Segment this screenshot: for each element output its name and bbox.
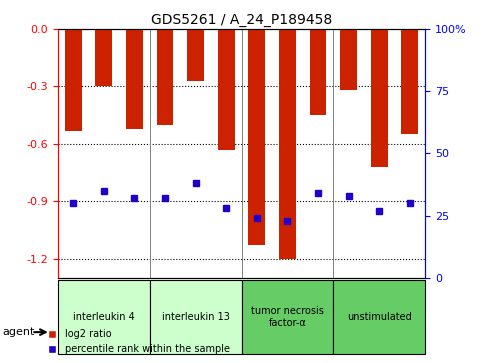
Title: GDS5261 / A_24_P189458: GDS5261 / A_24_P189458 [151, 13, 332, 26]
Bar [310, 29, 327, 115]
Text: unstimulated: unstimulated [347, 312, 412, 322]
Text: interleukin 4: interleukin 4 [73, 312, 135, 322]
Bar [96, 29, 112, 86]
Bar [126, 29, 143, 129]
Bar [279, 29, 296, 259]
Bar [401, 29, 418, 134]
Bar [371, 29, 387, 167]
FancyBboxPatch shape [333, 280, 425, 354]
Text: interleukin 13: interleukin 13 [162, 312, 229, 322]
Bar [340, 29, 357, 90]
FancyBboxPatch shape [242, 280, 333, 354]
Bar [218, 29, 235, 150]
Bar [65, 29, 82, 131]
Text: tumor necrosis
factor-α: tumor necrosis factor-α [251, 306, 324, 328]
FancyBboxPatch shape [58, 280, 150, 354]
Text: agent: agent [2, 327, 35, 337]
Bar [187, 29, 204, 81]
Bar [156, 29, 173, 125]
FancyBboxPatch shape [150, 280, 242, 354]
Bar [248, 29, 265, 245]
Legend: log2 ratio, percentile rank within the sample: log2 ratio, percentile rank within the s… [43, 326, 234, 358]
